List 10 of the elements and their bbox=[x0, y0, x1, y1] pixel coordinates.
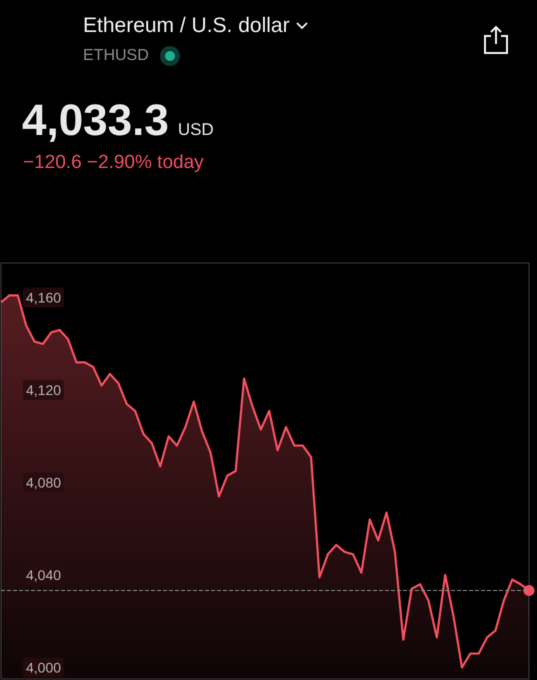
chart-title: Ethereum / U.S. dollar bbox=[83, 14, 290, 38]
text: 4,033.3 bbox=[22, 96, 169, 146]
text: −120.6 −2.90% today bbox=[23, 152, 204, 174]
y-tick-label: 4,120 bbox=[26, 382, 62, 398]
y-tick-label: 4,080 bbox=[26, 474, 62, 491]
text: USD bbox=[178, 120, 214, 140]
chart-subtitle: ETHUSD bbox=[83, 47, 149, 65]
y-tick-label: 4,040 bbox=[26, 567, 62, 583]
y-tick-label: 4,160 bbox=[26, 290, 62, 306]
y-tick-label: 4,000 bbox=[26, 659, 62, 676]
